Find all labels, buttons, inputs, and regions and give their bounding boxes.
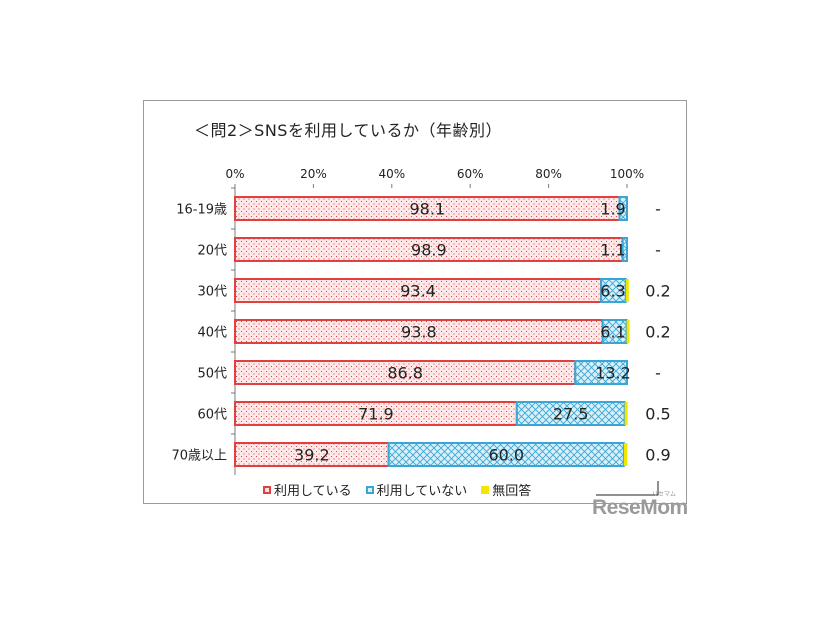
data-label: -	[655, 241, 661, 260]
data-label: 6.1	[600, 323, 625, 342]
data-label: 1.9	[600, 200, 625, 219]
data-label: -	[655, 200, 661, 219]
bar-segment	[574, 360, 628, 385]
data-label: 27.5	[553, 405, 589, 424]
plot-area: 0% 20% 40% 60% 80% 100% 16-19歳 98.1 1.9 - 20代 98.9 1…	[171, 167, 671, 496]
category-label: 30代	[197, 285, 227, 300]
data-label: 1.1	[600, 241, 625, 260]
category-label: 40代	[197, 326, 227, 341]
category-label: 16-19歳	[176, 203, 227, 218]
watermark-ruby: リセマム	[652, 491, 677, 498]
data-label: 0.9	[645, 446, 670, 465]
x-tick-label: 60%	[457, 167, 484, 181]
legend-swatch-no-answer	[481, 485, 490, 494]
x-tick-label: 0%	[225, 167, 244, 181]
x-tick-label: 40%	[378, 167, 405, 181]
data-label: 93.4	[400, 282, 436, 301]
x-tick-label: 80%	[535, 167, 562, 181]
legend-label-used: 利用している	[274, 484, 352, 499]
legend-label-no-answer: 無回答	[492, 484, 532, 499]
data-label: 93.8	[401, 323, 437, 342]
data-label: 6.3	[600, 282, 625, 301]
bar-segment	[626, 320, 630, 343]
data-label: 60.0	[488, 446, 524, 465]
legend-swatch-used	[263, 485, 271, 494]
category-label: 60代	[197, 408, 227, 423]
category-label: 70歳以上	[171, 449, 227, 464]
leader-line	[596, 481, 659, 496]
legend: 利用している 利用していない 無回答	[263, 480, 545, 499]
resemom-logo: ReseMom	[592, 496, 688, 519]
bar-segment	[618, 196, 629, 221]
data-label: 0.2	[645, 323, 670, 342]
x-tick-label: 100%	[610, 167, 644, 181]
data-label: 0.2	[645, 282, 670, 301]
bar-segment	[625, 279, 629, 302]
legend-item-used: 利用している	[263, 480, 352, 499]
bar-segment	[621, 237, 628, 262]
data-label: 13.2	[595, 364, 631, 383]
data-label: 98.9	[411, 241, 447, 260]
bar-segment	[624, 402, 628, 425]
data-label: 86.8	[387, 364, 423, 383]
chart-title: ＜問2＞SNSを利用しているか（年齢別）	[194, 121, 502, 140]
data-label: -	[655, 364, 661, 383]
x-tick-label: 20%	[300, 167, 327, 181]
data-label: 39.2	[294, 446, 330, 465]
bar-segment	[623, 443, 628, 466]
category-label: 20代	[197, 244, 227, 259]
category-label: 50代	[197, 367, 227, 382]
legend-label-not-used: 利用していない	[376, 484, 468, 499]
legend-item-not-used: 利用していない	[365, 480, 468, 499]
data-label: 98.1	[409, 200, 445, 219]
data-label: 0.5	[645, 405, 670, 424]
legend-swatch-not-used	[365, 485, 374, 494]
legend-item-no-answer: 無回答	[481, 480, 531, 499]
data-label: 71.9	[358, 405, 394, 424]
